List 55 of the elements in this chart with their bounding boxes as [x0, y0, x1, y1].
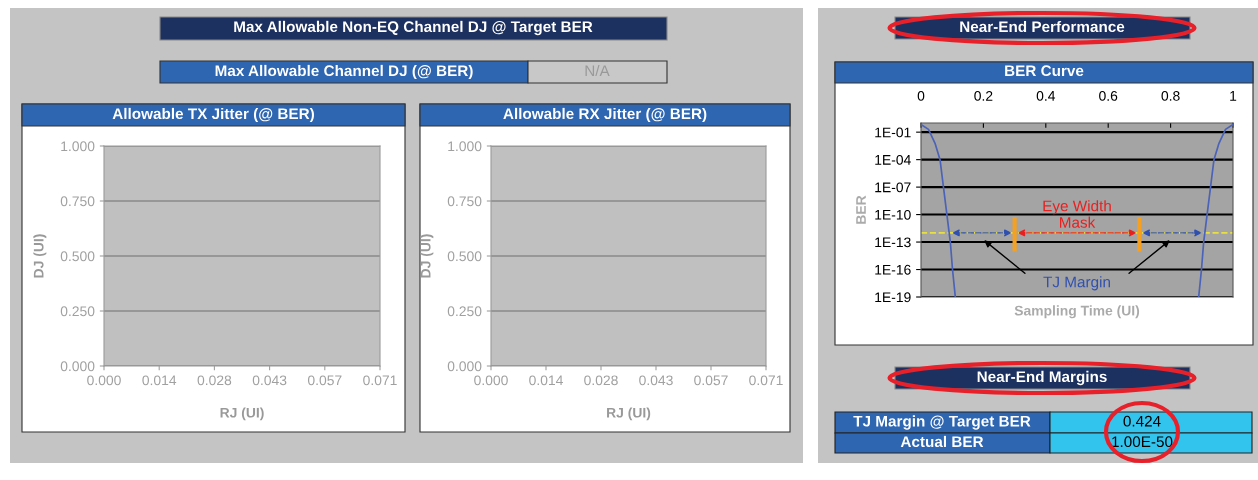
y-tick-label: 0.000 — [60, 361, 95, 372]
x-tick-label: 0.6 — [1099, 90, 1118, 101]
x-tick-label: 0.057 — [307, 375, 342, 386]
annotation: Eye Width — [1043, 200, 1111, 215]
x-tick-label: 0.043 — [252, 375, 287, 386]
text: Near-End Margins — [977, 370, 1107, 386]
x-axis-title: RJ (UI) — [607, 407, 651, 421]
y-tick-label: 1E-04 — [875, 154, 911, 165]
x-tick-label: 1 — [1230, 91, 1237, 101]
x-tick-label: 0.043 — [639, 375, 673, 386]
x-tick-label: 0.014 — [142, 375, 177, 386]
x-tick-label: 0.028 — [584, 375, 618, 386]
y-tick-label: 0.000 — [447, 361, 482, 372]
x-tick-label: 0.4 — [1036, 90, 1056, 101]
y-tick-label: 1.000 — [61, 141, 95, 152]
chart-title: Allowable RX Jitter (@ BER) — [503, 107, 707, 123]
x-axis-title: RJ (UI) — [220, 407, 264, 421]
x-tick-label: 0.057 — [694, 375, 728, 386]
x-tick-label: 0.2 — [974, 90, 993, 101]
y-tick-label: 1.000 — [448, 141, 482, 152]
x-tick-label: 0.071 — [363, 375, 397, 386]
y-tick-label: 1E-16 — [875, 264, 911, 275]
y-tick-label: 0.500 — [60, 251, 95, 262]
annotation: TJ Margin — [1043, 276, 1110, 291]
x-tick-label: 0 — [917, 90, 925, 101]
chart-title: Near-End Performance — [960, 20, 1125, 33]
y-tick-label: 1E-07 — [875, 182, 911, 193]
x-tick-label: 0.000 — [474, 375, 508, 386]
chart-title: Allowable TX Jitter (@ BER) — [112, 107, 314, 123]
y-axis-title: DJ (UI) — [33, 234, 47, 278]
y-tick-label: 0.500 — [447, 251, 482, 262]
y-tick-label: 1E-01 — [875, 127, 911, 138]
annotation: Mask — [1060, 216, 1096, 228]
text: 0.424 — [1123, 415, 1161, 427]
x-tick-label: 0.028 — [197, 375, 232, 386]
chart-subtitle: BER Curve — [1005, 65, 1084, 77]
x-tick-label: 0.014 — [529, 375, 563, 386]
y-tick-label: 0.250 — [60, 306, 95, 317]
x-tick-label: 0.8 — [1161, 90, 1180, 101]
y-tick-label: 0.750 — [60, 196, 95, 207]
y-tick-label: 1E-13 — [875, 237, 911, 248]
text: Max Allowable Non-EQ Channel DJ @ Target BER — [234, 20, 593, 36]
y-tick-label: 0.250 — [447, 306, 482, 317]
x-tick-label: 0.071 — [749, 375, 783, 386]
x-tick-label: 0.000 — [87, 375, 121, 386]
text: TJ Margin @ Target BER — [853, 415, 1031, 430]
text: Actual BER — [900, 435, 984, 448]
x-axis-title: Sampling Time (UI) — [1014, 305, 1140, 319]
text: Max Allowable Channel DJ (@ BER) — [215, 64, 473, 80]
text: 1.00E-50 — [1112, 436, 1173, 448]
y-axis-title: DJ (UI) — [420, 234, 434, 278]
y-tick-label: 1E-10 — [875, 209, 911, 220]
y-tick-label: 0.750 — [447, 196, 482, 207]
y-tick-label: 1E-19 — [875, 292, 911, 303]
y-axis-title: BER — [856, 195, 866, 224]
